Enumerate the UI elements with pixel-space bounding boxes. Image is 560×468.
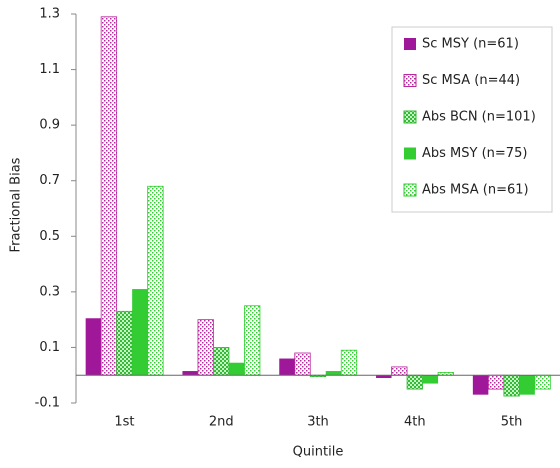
x-tick-label: 2nd <box>209 415 234 430</box>
y-axis-title: Fractional Bias <box>9 157 24 252</box>
y-tick-label: 1.3 <box>39 7 60 22</box>
bar <box>197 319 214 376</box>
y-tick-label: 0.1 <box>39 340 60 355</box>
bar <box>228 362 245 376</box>
bar <box>85 318 102 376</box>
legend-label: Abs MSA (n=61) <box>422 183 529 198</box>
bar <box>487 374 505 390</box>
legend-box <box>391 26 553 213</box>
y-tick-label: -0.1 <box>35 396 60 411</box>
bar <box>534 374 551 390</box>
x-tick-label: 4th <box>404 415 426 430</box>
bar <box>376 375 392 378</box>
bar <box>116 310 133 376</box>
y-tick-label: 1.1 <box>39 62 60 77</box>
x-tick-label: 5th <box>501 415 523 430</box>
x-tick-label: 3th <box>307 415 329 430</box>
bar <box>294 352 311 376</box>
legend-swatch <box>403 110 417 124</box>
y-tick-label: 0.5 <box>39 229 60 244</box>
bar <box>279 358 295 376</box>
bar <box>182 371 198 376</box>
legend-label: Sc MSA (n=44) <box>422 73 520 88</box>
bar <box>406 374 423 390</box>
y-tick-label: 0.3 <box>39 284 60 299</box>
legend-label: Abs BCN (n=101) <box>422 110 536 125</box>
bar <box>519 375 535 395</box>
bar <box>147 185 164 376</box>
x-axis-title: Quintile <box>293 445 344 460</box>
bar <box>100 16 118 376</box>
legend-label: Sc MSY (n=61) <box>422 37 519 52</box>
bar <box>132 289 148 376</box>
bar <box>422 375 439 384</box>
x-tick-label: 1st <box>114 415 134 430</box>
legend-swatch <box>403 74 417 87</box>
legend-label: Abs MSY (n=75) <box>422 146 527 161</box>
bar <box>213 347 230 376</box>
bar <box>325 371 342 376</box>
legend-swatch <box>404 38 416 50</box>
bar <box>244 305 261 376</box>
legend-swatch <box>403 183 417 197</box>
y-tick-label: 0.7 <box>39 173 60 188</box>
bar <box>340 349 358 376</box>
y-tick-label: 0.9 <box>39 118 60 133</box>
bar <box>472 375 489 395</box>
legend-swatch <box>404 147 416 160</box>
bar <box>503 374 520 397</box>
bar <box>391 366 408 376</box>
